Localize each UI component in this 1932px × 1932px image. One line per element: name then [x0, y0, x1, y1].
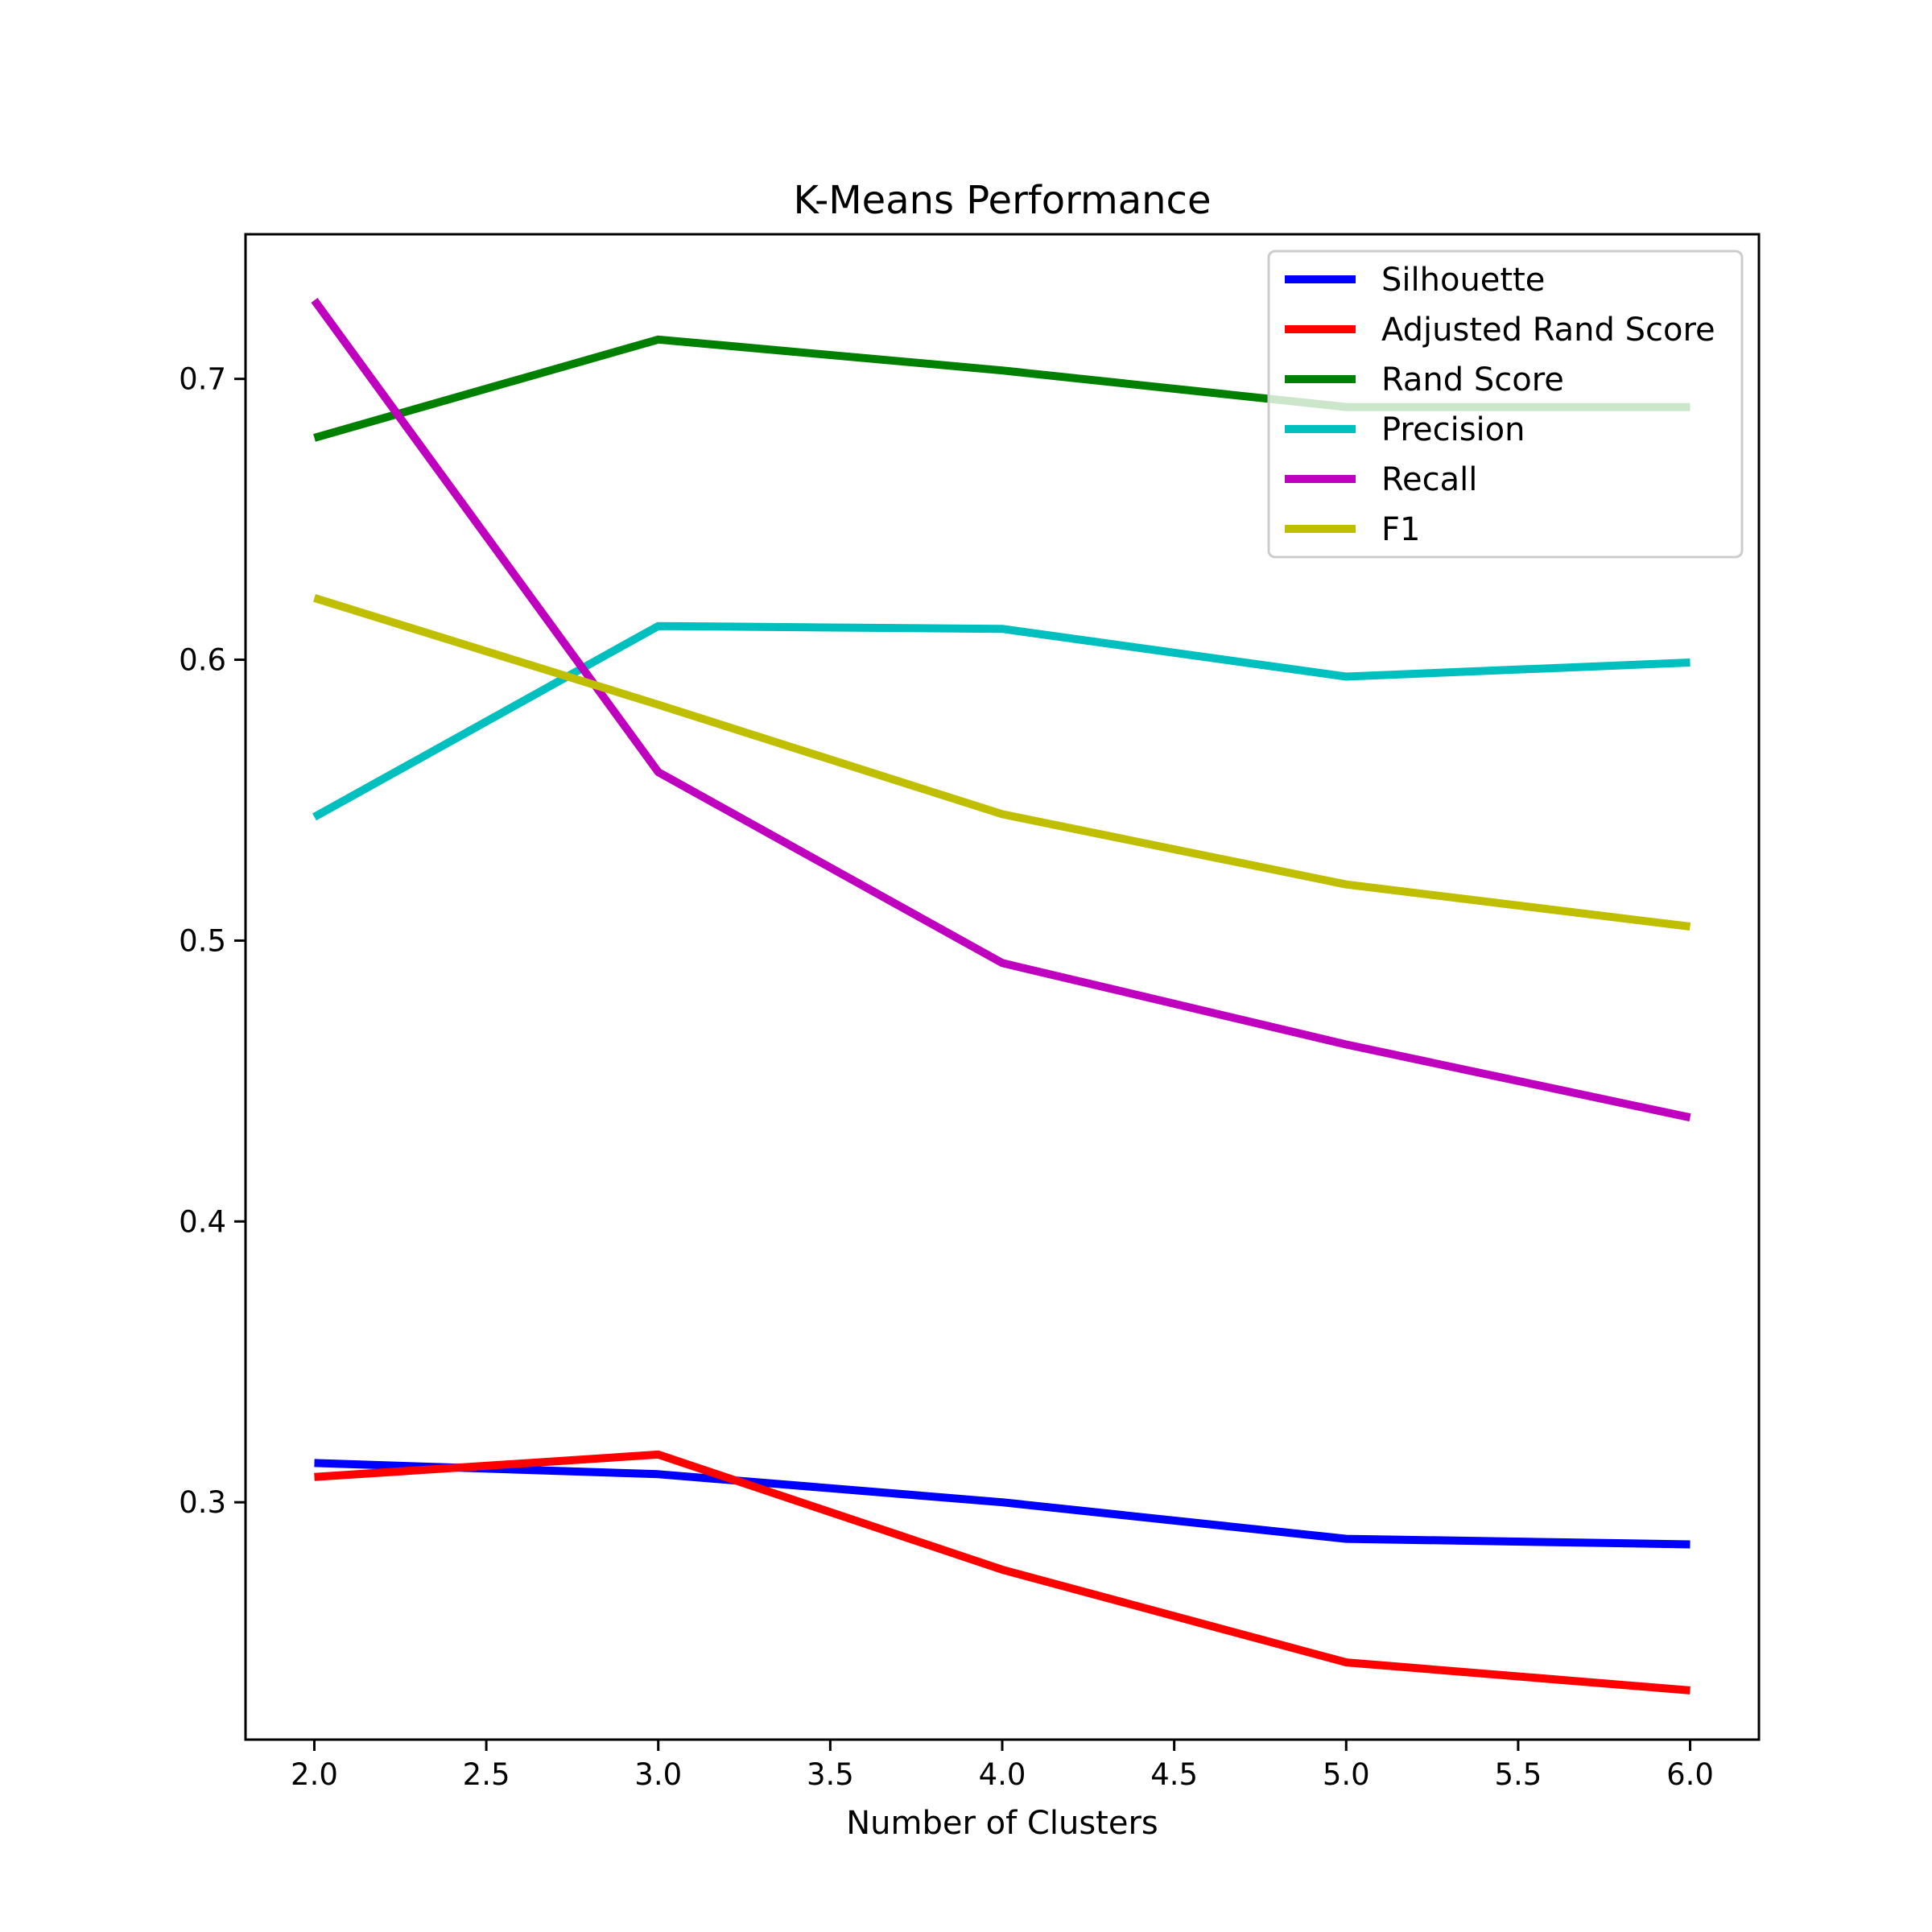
y-axis: 0.3 0.4 0.5 0.6 0.7 [179, 362, 246, 1520]
y-tick-label: 0.6 [179, 643, 226, 678]
legend-label-rand-score: Rand Score [1381, 361, 1564, 398]
y-tick-label: 0.5 [179, 923, 226, 958]
x-tick-label: 6.0 [1666, 1757, 1714, 1792]
x-tick-label: 2.0 [291, 1757, 338, 1792]
y-tick-label: 0.3 [179, 1485, 226, 1520]
x-tick-label: 3.5 [807, 1757, 854, 1792]
legend-label-silhouette: Silhouette [1381, 262, 1545, 299]
series-line-adjusted-rand-score [314, 1450, 1690, 1695]
series-line-recall [311, 298, 1691, 1122]
x-tick-label: 5.5 [1494, 1757, 1542, 1792]
series-layer [311, 298, 1691, 1695]
x-tick-label: 3.0 [634, 1757, 682, 1792]
series-line-silhouette [314, 1459, 1690, 1549]
series-line-f1 [313, 594, 1691, 931]
x-axis: 2.0 2.5 3.0 3.5 4.0 4.5 5.0 5.5 6.0 [291, 1740, 1714, 1792]
legend-box [1267, 250, 1744, 559]
x-axis-label: Number of Clusters [846, 1805, 1158, 1842]
y-tick-label: 0.7 [179, 362, 226, 397]
x-tick-label: 4.5 [1150, 1757, 1198, 1792]
chart-title: K-Means Performance [794, 178, 1212, 223]
x-tick-label: 5.0 [1323, 1757, 1370, 1792]
legend-items: Silhouette Adjusted Rand Score Rand Score P… [1285, 262, 1715, 548]
y-tick-label: 0.4 [179, 1204, 226, 1239]
legend-label-adjusted-rand-score: Adjusted Rand Score [1381, 312, 1715, 349]
x-tick-label: 2.5 [463, 1757, 510, 1792]
x-tick-label: 4.0 [979, 1757, 1026, 1792]
legend-label-recall: Recall [1381, 461, 1477, 498]
legend: Silhouette Adjusted Rand Score Rand Score P… [1267, 250, 1744, 559]
legend-label-f1: F1 [1381, 511, 1420, 548]
legend-label-precision: Precision [1381, 411, 1525, 448]
series-line-precision [312, 621, 1690, 821]
